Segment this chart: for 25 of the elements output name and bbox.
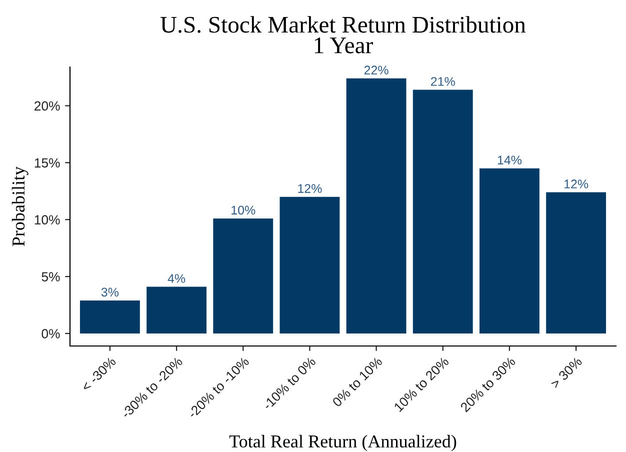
- bar: [280, 196, 340, 334]
- chart-title: U.S. Stock Market Return Distribution 1 Year: [160, 16, 526, 54]
- data-label: 21%: [431, 77, 455, 86]
- data-label: 12%: [564, 180, 588, 188]
- data-label: 4%: [168, 274, 186, 283]
- x-tick-label: > 30%: [550, 356, 583, 389]
- bar: [346, 78, 406, 334]
- y-tick-label: 5%: [42, 272, 60, 282]
- y-tick-label: 15%: [34, 158, 60, 168]
- bar: [80, 300, 140, 334]
- bar: [412, 90, 473, 334]
- data-label: 12%: [298, 184, 322, 193]
- y-tick-label: 10%: [34, 215, 60, 225]
- bar: [480, 168, 540, 334]
- data-label: 14%: [498, 156, 522, 164]
- y-tick-label: 20%: [34, 101, 60, 111]
- data-label: 22%: [364, 66, 388, 74]
- data-label: 10%: [232, 206, 256, 215]
- bar: [546, 192, 606, 334]
- x-axis-title: Total Real Return (Annualized): [229, 434, 456, 452]
- y-axis-title: Probability: [12, 166, 28, 246]
- data-label: 3%: [101, 288, 119, 297]
- bar: [146, 286, 206, 334]
- y-tick-label: 0%: [42, 329, 60, 338]
- bar: [213, 218, 274, 334]
